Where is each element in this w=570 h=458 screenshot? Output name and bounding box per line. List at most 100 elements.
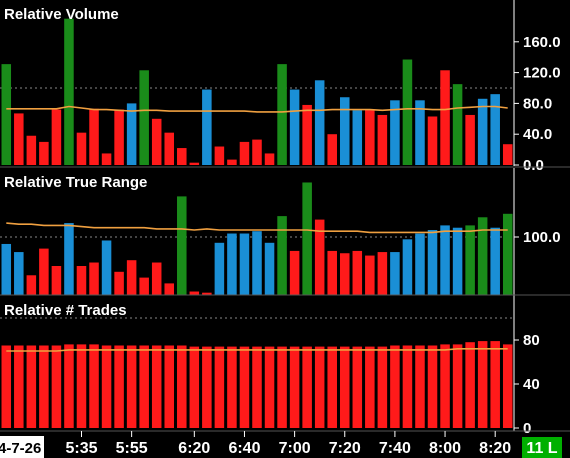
relative-true-range-bar bbox=[289, 250, 300, 295]
relative-true-range-bar bbox=[377, 252, 388, 295]
relative-true-range-bar bbox=[264, 242, 275, 295]
relative-volume-bar bbox=[502, 144, 513, 165]
relative-true-range-bar bbox=[440, 225, 450, 295]
relative-trades-bar bbox=[114, 345, 124, 428]
relative-true-range-bar bbox=[339, 253, 350, 295]
relative-volume-bar bbox=[239, 141, 250, 165]
relative-volume-bar bbox=[114, 109, 124, 165]
time-axis: 4-7-26 5:35 5:55 6:20 6:40 7:00 7:20 7:40 8:00 8:… bbox=[0, 430, 570, 458]
time-tick-label: 8:20 bbox=[479, 440, 511, 457]
relative-trades-bar bbox=[239, 346, 250, 428]
relative-trades-bar bbox=[14, 345, 24, 428]
relative-true-range-title: Relative True Range bbox=[4, 174, 147, 191]
time-tick-label: 7:20 bbox=[329, 440, 361, 457]
relative-true-range-bar bbox=[415, 233, 425, 295]
relative-volume-bar bbox=[352, 110, 363, 165]
relative-volume-bar bbox=[227, 159, 237, 165]
time-tick-label: 5:55 bbox=[116, 440, 148, 457]
relative-trades-average-line bbox=[6, 347, 508, 352]
relative-true-range-bar bbox=[477, 217, 488, 295]
relative-trades-tick-label: 80 bbox=[523, 332, 540, 349]
relative-true-range-bar bbox=[327, 250, 337, 295]
relative-volume-bar bbox=[377, 114, 388, 165]
relative-true-range-bar bbox=[39, 248, 49, 295]
relative-true-range-bar bbox=[177, 196, 187, 295]
status-badge bbox=[522, 437, 562, 458]
time-tick-label: 5:35 bbox=[65, 440, 97, 457]
relative-volume-bar bbox=[477, 98, 488, 165]
chart-panels: 160.0 120.0 80.0 40.0 0.0 Relative Volume 100.… bbox=[0, 0, 570, 437]
relative-trades-bar bbox=[352, 346, 363, 428]
relative-trades-bar bbox=[377, 346, 388, 428]
relative-trades-bar bbox=[51, 345, 62, 428]
relative-volume-average-line bbox=[6, 105, 508, 113]
relative-trades-bar bbox=[277, 346, 287, 428]
relative-trades-bar bbox=[126, 345, 137, 428]
relative-trades-bar bbox=[252, 346, 262, 428]
relative-trades-bar bbox=[465, 342, 475, 428]
relative-volume-bar bbox=[264, 153, 275, 165]
relative-trades-bar bbox=[477, 341, 488, 428]
relative-true-range-bar bbox=[402, 239, 413, 295]
relative-volume-bar bbox=[339, 97, 350, 165]
relative-trades-bar bbox=[227, 346, 237, 428]
relative-trades-bar bbox=[177, 345, 187, 428]
relative-volume-bar bbox=[452, 84, 463, 165]
relative-trades-bar bbox=[327, 346, 337, 428]
relative-true-range-bar bbox=[64, 223, 74, 295]
relative-true-range-bar bbox=[352, 250, 363, 295]
relative-true-range-bar bbox=[390, 252, 400, 295]
relative-volume-bar bbox=[465, 114, 475, 165]
relative-volume-bar bbox=[189, 162, 200, 165]
relative-true-range-bar bbox=[189, 291, 200, 295]
relative-volume-bar bbox=[14, 113, 24, 165]
relative-true-range-bar bbox=[277, 216, 287, 295]
relative-true-range-bar bbox=[26, 275, 37, 295]
relative-volume-bar bbox=[289, 89, 300, 165]
relative-trades-bar bbox=[89, 344, 99, 428]
relative-trades-bar bbox=[302, 346, 312, 428]
relative-trades-bar bbox=[402, 345, 413, 428]
relative-volume-bar bbox=[151, 118, 162, 165]
relative-true-range-bar bbox=[427, 230, 438, 295]
relative-true-range-bar bbox=[302, 182, 312, 295]
relative-volume-bar bbox=[101, 153, 112, 165]
time-tick-label: 8:00 bbox=[429, 440, 461, 457]
relative-trades-bar bbox=[214, 346, 225, 428]
relative-trades-bar bbox=[101, 345, 112, 428]
relative-volume-bar bbox=[490, 94, 500, 165]
relative-trades-bar bbox=[339, 346, 350, 428]
relative-trades-bar bbox=[314, 346, 325, 428]
relative-volume-bar bbox=[214, 146, 225, 165]
relative-true-range-bar bbox=[51, 266, 62, 295]
relative-true-range-bar bbox=[365, 255, 375, 295]
relative-volume-tick-label: 160.0 bbox=[523, 34, 561, 51]
relative-true-range-bar bbox=[490, 227, 500, 295]
relative-true-range-average-line bbox=[6, 222, 508, 234]
relative-true-range-bar bbox=[14, 252, 24, 295]
relative-volume-tick-label: 40.0 bbox=[523, 126, 552, 143]
time-tick-label: 6:20 bbox=[178, 440, 210, 457]
relative-volume-bar bbox=[164, 132, 175, 165]
relative-trades-tick-label: 40 bbox=[523, 376, 540, 393]
relative-true-range-bar bbox=[502, 213, 513, 295]
relative-volume-bar bbox=[51, 109, 62, 165]
relative-trades-bar bbox=[189, 346, 200, 428]
date-box bbox=[0, 436, 44, 458]
relative-volume-tick-label: 120.0 bbox=[523, 65, 561, 82]
relative-volume-bar bbox=[327, 134, 337, 165]
relative-volume-panel: 160.0 120.0 80.0 40.0 0.0 Relative Volume bbox=[0, 0, 561, 174]
relative-volume-bar bbox=[64, 18, 74, 166]
relative-volume-bar bbox=[415, 100, 425, 165]
relative-trades-panel: 80 40 0 Relative # Trades bbox=[0, 294, 570, 437]
relative-volume-bar bbox=[314, 80, 325, 165]
relative-volume-bar bbox=[202, 89, 212, 165]
relative-trades-bar bbox=[365, 346, 375, 428]
relative-trades-tick-label: 0 bbox=[523, 420, 531, 437]
relative-trades-bar bbox=[1, 345, 12, 428]
relative-true-range-bar bbox=[227, 233, 237, 295]
relative-true-range-bar bbox=[452, 227, 463, 295]
relative-volume-bar bbox=[177, 148, 187, 165]
status-badge-label: 11 L bbox=[526, 440, 557, 457]
